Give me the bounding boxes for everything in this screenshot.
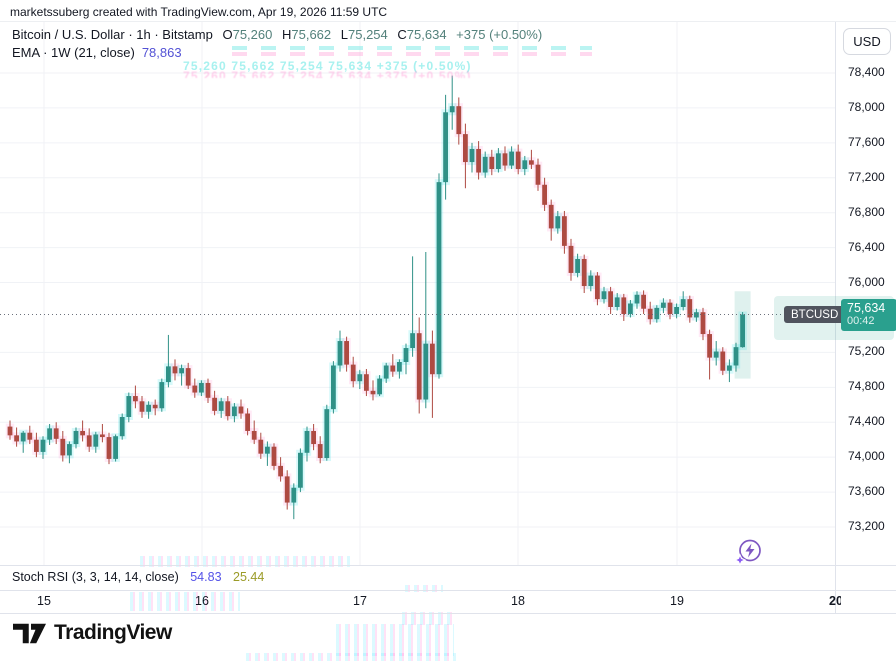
low-value: 75,254 [348, 27, 388, 42]
high-label: H [281, 27, 292, 42]
render-noise [402, 612, 452, 625]
price-tick-label: 76,800 [848, 204, 885, 219]
render-noise [405, 585, 443, 592]
ghost-dashes [232, 52, 592, 56]
bar-countdown: 00:42 [847, 315, 875, 328]
time-tick-label: 19 [670, 594, 684, 608]
pane-separator[interactable] [0, 565, 896, 566]
brand-name: TradingView [54, 621, 172, 644]
time-tick-label: 15 [37, 594, 51, 608]
time-tick-label: 16 [195, 594, 209, 608]
tradingview-logo-icon [13, 623, 46, 643]
high-value: 75,662 [291, 27, 332, 42]
price-tick-label: 74,800 [848, 379, 885, 394]
price-tick-label: 75,200 [848, 344, 885, 359]
chart-bottom-border [0, 613, 896, 614]
currency-toggle-button[interactable]: USD [843, 28, 891, 55]
time-tick-label: 17 [353, 594, 367, 608]
price-tick-label: 76,000 [848, 274, 885, 289]
time-tick-label: 18 [511, 594, 525, 608]
price-tick-label: 76,400 [848, 239, 885, 254]
tradingview-logo[interactable]: TradingView [13, 621, 172, 645]
symbol-title: Bitcoin / U.S. Dollar · 1h · Bitstamp [12, 27, 213, 42]
ghost-ohlc-artifact-pink: 75,260 75,662 75,254 75,634 +375 (+0.50%… [183, 69, 472, 78]
price-tick-label: 77,200 [848, 169, 885, 184]
render-noise [130, 592, 240, 611]
time-tick-label: 20 [829, 594, 841, 608]
candlestick-chart[interactable] [0, 22, 835, 590]
low-label: L [340, 27, 348, 42]
ema-legend: EMA · 1W (21, close) 78,863 [12, 45, 182, 60]
symbol-legend: Bitcoin / U.S. Dollar · 1h · Bitstamp O7… [12, 27, 542, 42]
stoch-d-value: 25.44 [233, 570, 265, 584]
last-price-label: 75,634 00:42 [841, 299, 896, 332]
last-price-value: 75,634 [847, 301, 886, 315]
ghost-dashes [232, 46, 592, 50]
close-value: 75,634 [406, 27, 447, 42]
ema-value: 78,863 [141, 45, 182, 60]
change-value: +375 (+0.50%) [456, 27, 543, 42]
stoch-label: Stoch RSI (3, 3, 14, 14, close) [12, 570, 179, 584]
render-noise [336, 624, 454, 656]
ema-label: EMA · 1W (21, close) [12, 45, 135, 60]
price-tick-label: 78,000 [848, 99, 885, 114]
divider [0, 21, 896, 22]
time-axis[interactable]: 15 16 17 18 19 20 [0, 590, 841, 613]
boost-lightning-icon[interactable] [733, 537, 765, 569]
render-noise [246, 653, 456, 661]
price-tick-label: 78,400 [848, 65, 885, 79]
close-label: C [397, 27, 407, 42]
price-tick-label: 74,000 [848, 449, 885, 464]
price-tick-label: 74,400 [848, 414, 885, 429]
open-value: 75,260 [232, 27, 273, 42]
stoch-k-value: 54.83 [190, 570, 222, 584]
time-axis-border [0, 590, 896, 591]
symbol-price-chip: BTCUSD [784, 306, 846, 323]
price-tick-label: 77,600 [848, 134, 885, 149]
attribution-text: marketssuberg created with TradingView.c… [10, 5, 388, 19]
ghost-ohlc-artifact: 75,260 75,662 75,254 75,634 +375 (+0.50%… [183, 59, 472, 73]
stoch-rsi-legend: Stoch RSI (3, 3, 14, 14, close) 54.83 25… [12, 570, 264, 584]
price-tick-label: 73,200 [848, 519, 885, 533]
open-label: O [222, 27, 233, 42]
render-noise [140, 556, 350, 567]
price-tick-label: 73,600 [848, 484, 885, 499]
